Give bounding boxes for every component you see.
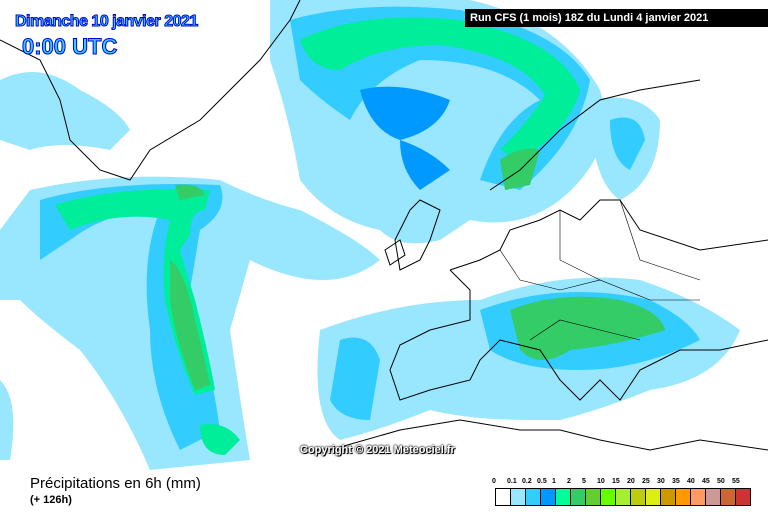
copyright: Copyright © 2021 Meteociel.fr (300, 444, 455, 456)
legend-label: 35 (672, 478, 680, 485)
color-legend (495, 488, 751, 506)
legend-swatch (526, 489, 541, 505)
legend-swatch (601, 489, 616, 505)
precipitation-very-heavy (170, 148, 665, 390)
legend-swatch (721, 489, 736, 505)
legend-swatch (541, 489, 556, 505)
precipitation-map (0, 0, 768, 470)
legend-swatch (511, 489, 526, 505)
legend-label: 10 (597, 478, 605, 485)
legend-label: 45 (702, 478, 710, 485)
legend-label: 0.1 (507, 478, 517, 485)
legend-swatch (571, 489, 586, 505)
legend-label: 0 (492, 478, 496, 485)
legend-swatch (646, 489, 661, 505)
forecast-time: 0:00 UTC (21, 34, 118, 60)
precipitation-moderate (360, 86, 450, 190)
legend-swatch (556, 489, 571, 505)
legend-swatch (631, 489, 646, 505)
precipitation-heavy (55, 17, 580, 455)
legend-label: 40 (687, 478, 695, 485)
legend-swatch (616, 489, 631, 505)
legend-label: 25 (642, 478, 650, 485)
legend-label: 5 (582, 478, 586, 485)
run-info: Run CFS (1 mois) 18Z du Lundi 4 janvier … (465, 9, 768, 27)
legend-swatch (661, 489, 676, 505)
legend-swatch (691, 489, 706, 505)
legend-swatch (496, 489, 511, 505)
coastlines (0, 0, 768, 451)
borders (499, 199, 701, 341)
legend-swatch (586, 489, 601, 505)
legend-label: 2 (567, 478, 571, 485)
legend-swatch (706, 489, 721, 505)
legend-label: 15 (612, 478, 620, 485)
legend-label: 0.2 (522, 478, 532, 485)
forecast-date: Dimanche 10 janvier 2021 (15, 13, 199, 31)
legend-label: 55 (732, 478, 740, 485)
legend-labels: 0 0.1 0.2 0.5 1 2 5 10 15 20 25 30 35 40 45 50 55 (488, 478, 758, 488)
legend-label: 0.5 (537, 478, 547, 485)
forecast-hour: (+ 126h) (30, 494, 72, 506)
legend-label: 30 (657, 478, 665, 485)
legend-swatch (736, 489, 750, 505)
legend-label: 50 (717, 478, 725, 485)
legend-label: 20 (627, 478, 635, 485)
product-title: Précipitations en 6h (mm) (30, 475, 201, 492)
legend-label: 1 (552, 478, 556, 485)
legend-swatch (676, 489, 691, 505)
